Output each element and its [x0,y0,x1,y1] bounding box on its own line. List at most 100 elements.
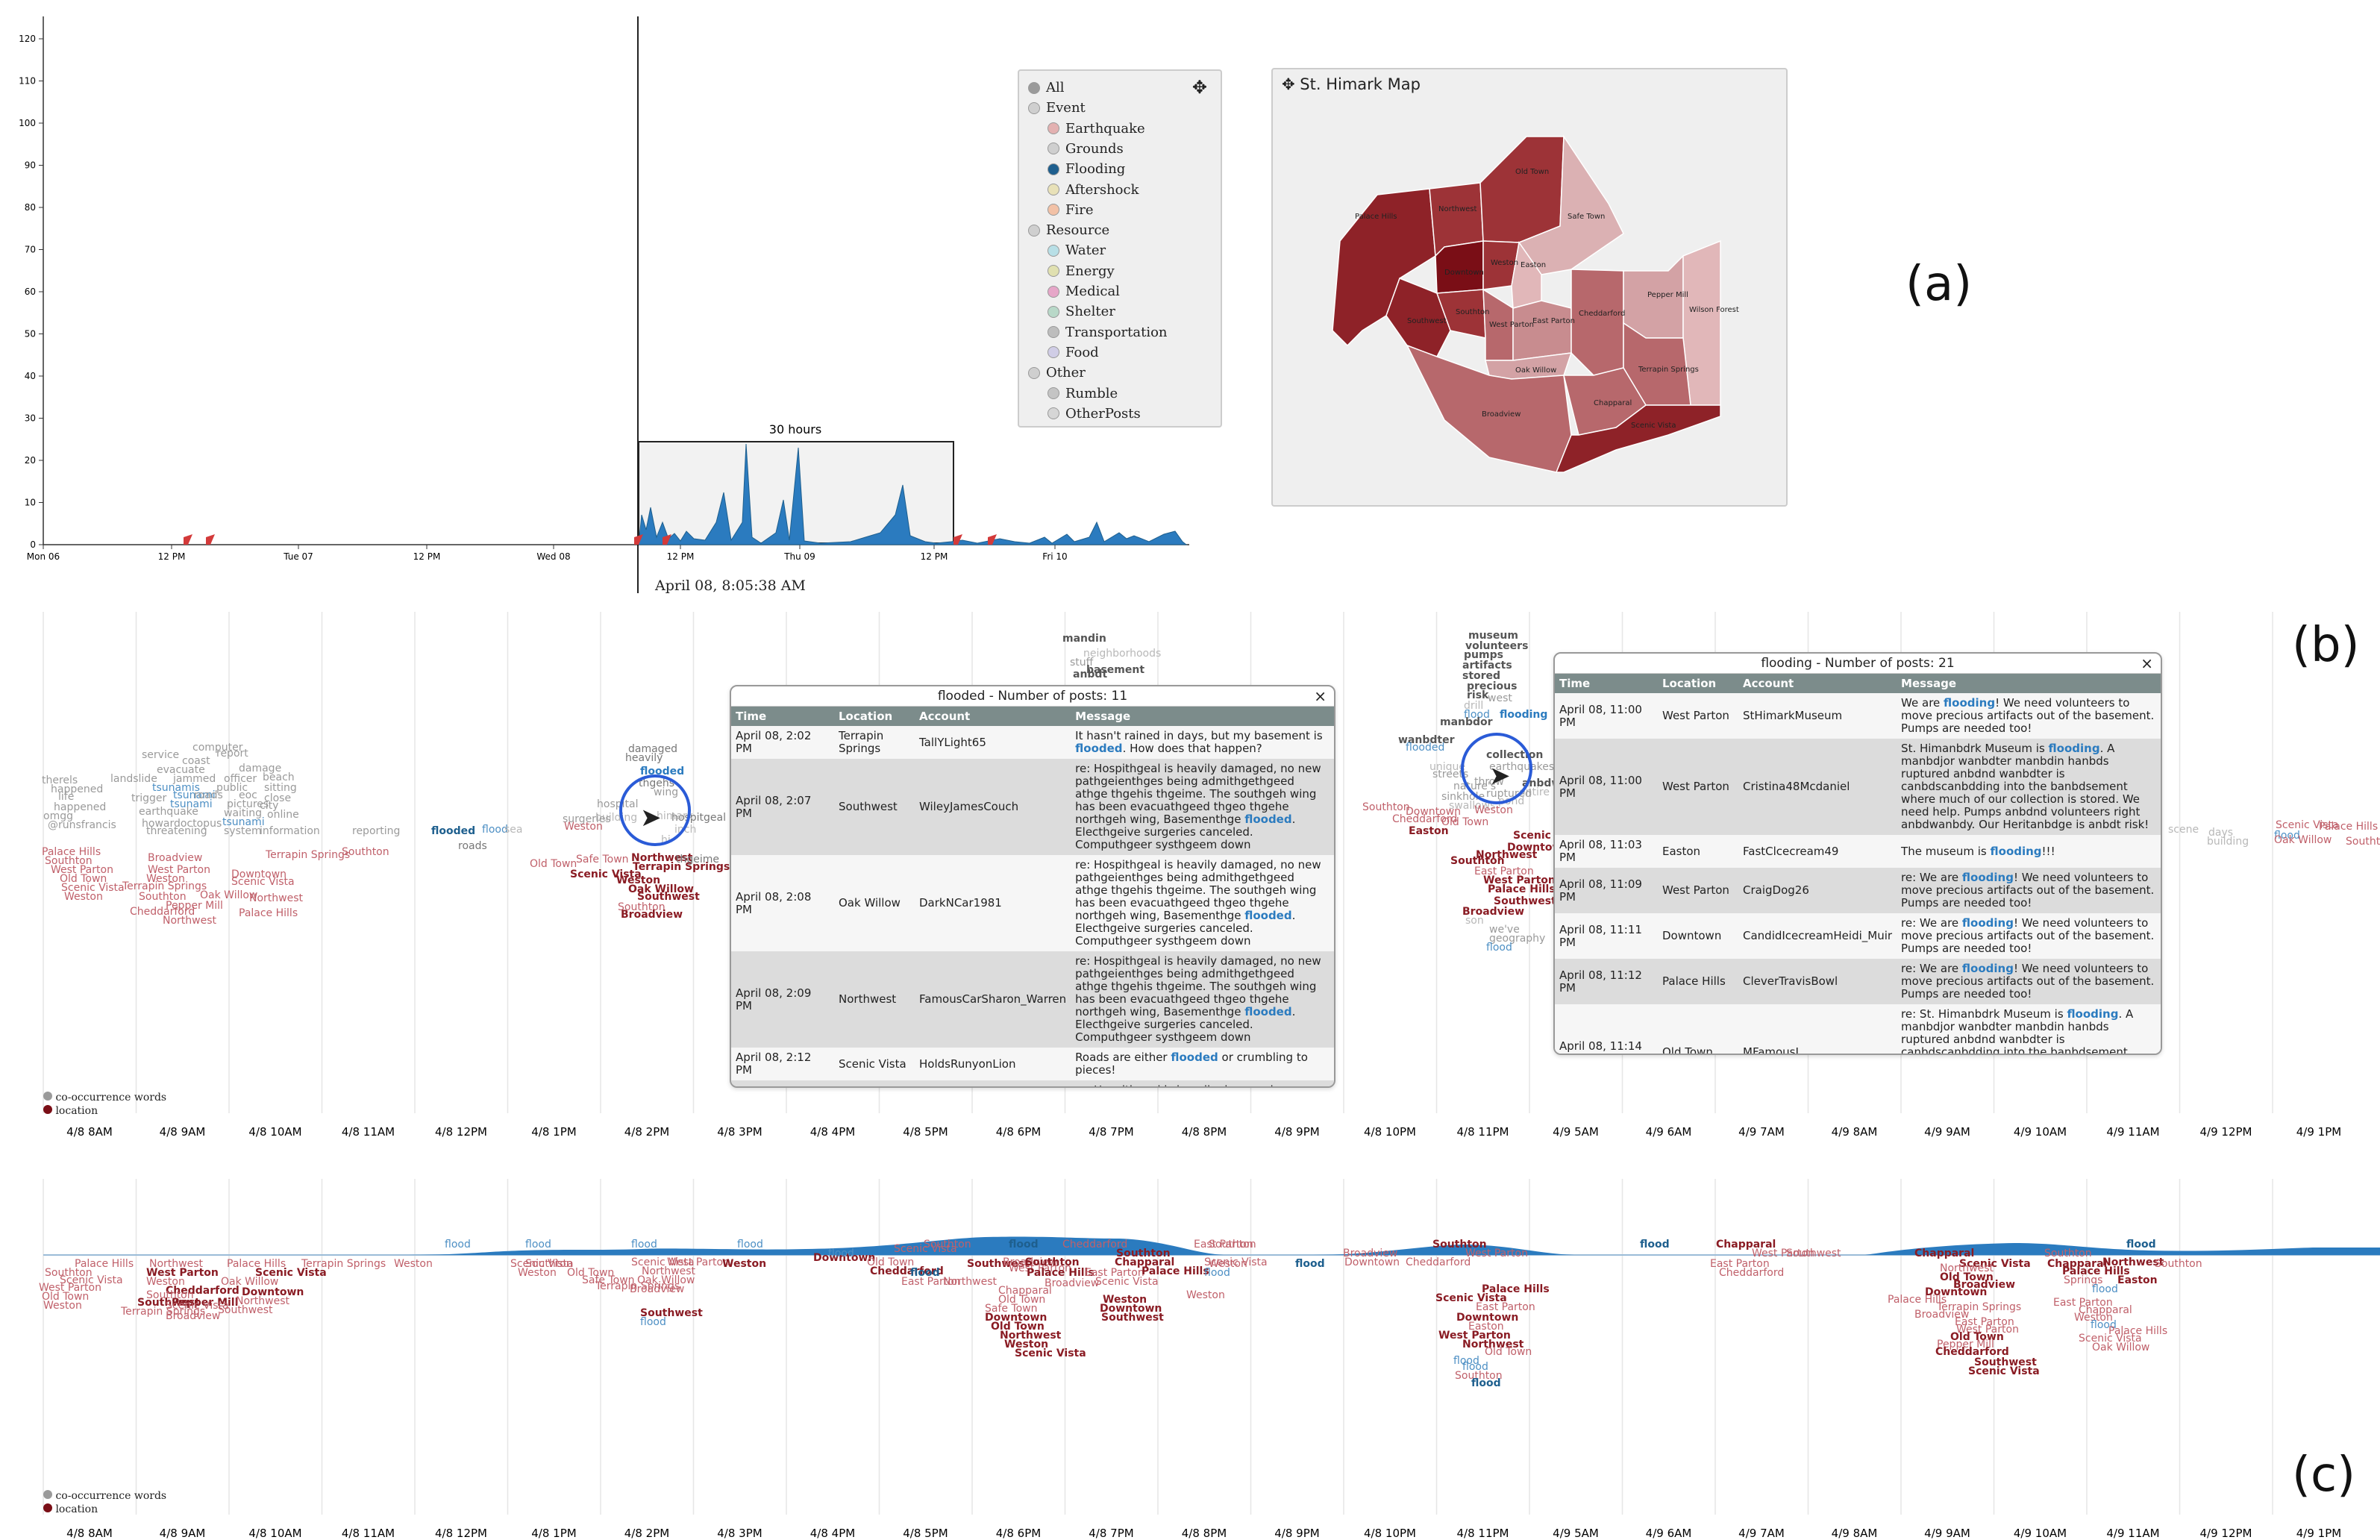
word-cloud-term[interactable]: Southton [139,891,187,903]
column-header[interactable]: Account [1738,674,1897,693]
stream-term[interactable]: Chapparal [1716,1239,1776,1251]
table-row[interactable]: April 08, 11:11 PM Downtown CandidIcecream… [1555,913,2161,959]
word-cloud-term[interactable]: Southton [342,846,389,858]
stream-term[interactable]: Weston [146,1276,185,1288]
table-row[interactable]: April 08, 2:07 PM Southwest WileyJamesCouc… [731,759,1334,855]
word-cloud-term[interactable]: unique [1429,761,1465,773]
stream-term[interactable]: Scenic Vista [1204,1256,1268,1268]
map-region-scenic-vista[interactable] [1555,404,1721,473]
stream-term[interactable]: Old Town [42,1291,89,1303]
word-cloud-term[interactable]: entire [1519,786,1550,798]
stream-term[interactable]: Cheddarford [1406,1256,1471,1268]
word-cloud-term[interactable]: flooded [1406,742,1444,754]
word-cloud-term[interactable]: Oak Willow [2274,834,2332,846]
stream-term[interactable]: Cheddarford [1062,1239,1127,1251]
stream-term[interactable]: Chapparal [998,1285,1052,1297]
word-cloud-term[interactable]: tsunamis [152,782,200,794]
word-cloud-term[interactable]: roads [194,789,223,801]
legend-item-shelter[interactable]: Shelter [1047,304,1115,319]
stream-term[interactable]: Broadview [1343,1248,1397,1259]
table-row[interactable]: April 08, 11:12 PM Palace Hills CleverTrav… [1555,959,2161,1004]
legend-item-earthquake[interactable]: Earthquake [1047,121,1145,137]
word-cloud-term[interactable]: museum [1468,630,1518,642]
word-cloud-term[interactable]: computer [192,742,243,754]
word-cloud-term[interactable]: Broadview [621,909,683,921]
move-icon[interactable]: ✥ [1282,75,1295,93]
stream-term[interactable]: Southwest [137,1297,200,1309]
legend-item-grounds[interactable]: Grounds [1047,141,1124,157]
word-cloud-term[interactable]: Southton [2346,836,2380,848]
word-cloud-term[interactable]: Broadview [1462,906,1524,918]
stream-term[interactable]: Southton [146,1289,194,1301]
word-cloud-term[interactable]: Southton [1450,855,1505,867]
word-cloud-term[interactable]: tsunami [170,798,213,810]
table-row[interactable]: April 08, 11:09 PM West Parton CraigDog26 r… [1555,868,2161,913]
legend-item-other[interactable]: Other [1028,365,1086,381]
legend-item-aftershock[interactable]: Aftershock [1047,182,1139,198]
stream-term[interactable]: Southwest [1974,1356,2037,1368]
stream-term[interactable]: Scenic Vista [1968,1365,2040,1377]
close-icon[interactable]: × [2141,654,2153,672]
word-cloud-term[interactable]: Weston [146,873,185,885]
posts-popup-flooding[interactable]: flooding - Number of posts: 21 × Time Loca… [1553,652,2162,1055]
stream-term[interactable]: Cheddarford [166,1285,239,1297]
legend-item-medical[interactable]: Medical [1047,284,1120,299]
stream-term[interactable]: Old Town [567,1267,614,1279]
stream-term[interactable]: East Parton [1710,1258,1770,1270]
word-cloud-term[interactable]: building [2207,836,2249,848]
stream-term[interactable]: Southton [1432,1239,1487,1251]
word-cloud-term[interactable]: days [2208,827,2233,839]
legend-item-transportation[interactable]: Transportation [1047,325,1168,340]
stream-term[interactable]: Palace Hills [2108,1325,2167,1337]
stream-term[interactable]: Southton [2155,1258,2202,1270]
stream-term[interactable]: Old Town [1485,1346,1532,1358]
stream-term[interactable]: West Parton [1956,1324,2019,1336]
stream-term[interactable]: flood [525,1239,551,1251]
stream-term[interactable]: Palace Hills [1888,1294,1947,1306]
legend-item-rumble[interactable]: Rumble [1047,386,1118,401]
stream-term[interactable]: West Parton [146,1267,219,1279]
map-region-downtown[interactable] [1435,240,1484,294]
event-marker[interactable] [663,534,671,545]
stream-term[interactable]: Chapparal [1914,1248,1974,1259]
word-cloud-term[interactable]: @runsfrancis [48,819,116,831]
legend-item-resource[interactable]: Resource [1028,222,1109,238]
event-markers[interactable] [184,534,997,545]
legend-item-energy[interactable]: Energy [1047,263,1115,279]
legend-item-flooding[interactable]: Flooding [1047,161,1125,177]
stream-term[interactable]: flood [1295,1258,1325,1270]
word-cloud-term[interactable]: Cheddarford [130,906,195,918]
word-cloud-term[interactable]: evacuate [157,764,205,776]
stream-term[interactable]: flood [1462,1361,1488,1373]
stream-term[interactable]: Scenic Vista [2079,1333,2142,1345]
stream-term[interactable]: East Parton [1194,1239,1253,1251]
stream-term[interactable]: Safe Town [985,1303,1038,1315]
word-cloud-term[interactable]: Pepper Mill [166,900,223,912]
column-header[interactable]: Time [1555,674,1658,693]
stream-term[interactable]: Weston [1103,1294,1147,1306]
word-cloud-term[interactable]: basement [1086,664,1144,676]
map-region-wilson-forest[interactable] [1682,240,1721,406]
selection-circle-flooding[interactable] [1461,733,1532,804]
stream-term[interactable]: West Parton [1465,1248,1528,1259]
word-cloud-term[interactable]: risk [1467,689,1489,701]
stream-term[interactable]: flood [2092,1283,2118,1295]
word-cloud-term[interactable]: manbdor [1440,716,1493,728]
stream-term[interactable]: West Parton [1438,1330,1511,1342]
word-cloud-term[interactable]: life [58,791,74,803]
event-marker[interactable] [206,534,215,545]
word-cloud-term[interactable]: Northwest [631,852,693,864]
word-cloud-term[interactable]: report [216,748,248,760]
stream-term[interactable]: East Parton [1085,1267,1144,1279]
word-cloud-term[interactable]: flood [1464,709,1490,721]
word-cloud-term[interactable]: Scenic Vista [61,882,125,894]
word-cloud-term[interactable]: roads [458,840,487,852]
event-marker[interactable] [988,534,997,545]
stream-term[interactable]: Old Town [1950,1331,2004,1343]
event-marker[interactable] [184,534,192,545]
stream-term[interactable]: flood [640,1316,666,1328]
word-cloud-term[interactable]: scene [2168,824,2199,836]
word-cloud-term[interactable]: threatening [146,825,207,837]
stream-term[interactable]: Chapparal [1115,1256,1174,1268]
